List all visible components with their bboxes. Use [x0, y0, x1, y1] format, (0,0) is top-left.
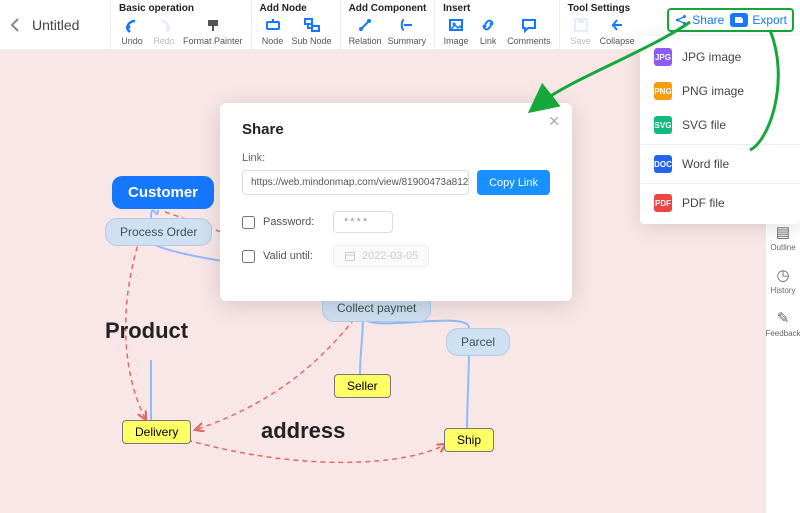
export-item-label: PNG image — [682, 84, 744, 98]
summary-button[interactable]: Summary — [386, 16, 429, 46]
toolbar-group: Add Component Relation Summary — [340, 0, 435, 49]
password-field[interactable]: **** — [333, 211, 393, 233]
export-item-label: SVG file — [682, 118, 726, 132]
rail-feedback[interactable]: ✎ Feedback — [765, 309, 800, 338]
node-seller[interactable]: Seller — [334, 374, 391, 398]
format-painter-icon — [204, 16, 222, 34]
export-label: Export — [752, 13, 787, 27]
password-checkbox[interactable] — [242, 216, 255, 229]
export-item[interactable]: JPG JPG image — [640, 40, 800, 74]
rail-outline[interactable]: ▤ Outline — [770, 223, 795, 252]
free-text[interactable]: address — [261, 418, 345, 444]
toolbar-group: Basic operation Undo Redo Format Painter — [110, 0, 251, 49]
subnode-button[interactable]: Sub Node — [290, 16, 334, 46]
export-item[interactable]: SVG SVG file — [640, 108, 800, 142]
toolbar-group-title: Add Component — [347, 3, 429, 14]
summary-icon — [398, 16, 416, 34]
rail-label: Feedback — [765, 329, 800, 338]
toolbar-group-title: Add Node — [258, 3, 334, 14]
format-painter-button[interactable]: Format Painter — [181, 16, 245, 46]
redo-button: Redo — [149, 16, 179, 46]
valid-until-checkbox[interactable] — [242, 250, 255, 263]
valid-until-field[interactable]: 2022-03-05 — [333, 245, 429, 267]
node-icon — [264, 16, 282, 34]
share-link-input[interactable]: https://web.mindonmap.com/view/81900473a… — [242, 170, 469, 195]
toolbar-item-label: Format Painter — [183, 36, 243, 46]
calendar-icon — [344, 250, 356, 262]
export-item[interactable]: DOC Word file — [640, 147, 800, 181]
document-title[interactable]: Untitled — [30, 0, 110, 49]
share-dialog: ✕ Share Link: https://web.mindonmap.com/… — [220, 103, 572, 301]
toolbar-item-label: Summary — [388, 36, 427, 46]
collapse-icon — [608, 16, 626, 34]
link-label: Link: — [242, 152, 550, 164]
top-right-actions: Share Export — [667, 8, 794, 32]
toolbar-group: Add Node Node Sub Node — [251, 0, 340, 49]
redo-icon — [155, 16, 173, 34]
export-item[interactable]: PNG PNG image — [640, 74, 800, 108]
save-button: Save — [566, 16, 596, 46]
node-delivery[interactable]: Delivery — [122, 420, 191, 444]
toolbar-group: Tool Settings Save Collapse — [559, 0, 643, 49]
toolbar-item-label: Undo — [121, 36, 143, 46]
file-type-icon: DOC — [654, 155, 672, 173]
link-icon — [479, 16, 497, 34]
toolbar-item-label: Save — [570, 36, 591, 46]
export-item-label: Word file — [682, 157, 729, 171]
toolbar-group-title: Tool Settings — [566, 3, 637, 14]
password-label: Password: — [263, 216, 325, 228]
file-type-icon: SVG — [654, 116, 672, 134]
undo-icon — [123, 16, 141, 34]
rail-label: Outline — [770, 243, 795, 252]
image-button[interactable]: Image — [441, 16, 471, 46]
toolbar-item-label: Redo — [153, 36, 175, 46]
rail-history[interactable]: ◷ History — [771, 266, 796, 295]
collapse-button[interactable]: Collapse — [598, 16, 637, 46]
export-item-label: PDF file — [682, 196, 725, 210]
relation-icon — [356, 16, 374, 34]
file-type-icon: PNG — [654, 82, 672, 100]
file-type-icon: JPG — [654, 48, 672, 66]
node-button[interactable]: Node — [258, 16, 288, 46]
undo-button[interactable]: Undo — [117, 16, 147, 46]
close-icon[interactable]: ✕ — [548, 113, 560, 130]
node-ship[interactable]: Ship — [444, 428, 494, 452]
share-label: Share — [692, 13, 724, 27]
outline-icon: ▤ — [776, 223, 790, 241]
toolbar-group: Insert Image Link Comments — [434, 0, 559, 49]
toolbar-group-title: Basic operation — [117, 3, 245, 14]
rail-label: History — [771, 286, 796, 295]
toolbar-item-label: Sub Node — [292, 36, 332, 46]
image-icon — [447, 16, 465, 34]
share-button[interactable]: Share — [674, 13, 724, 27]
export-item[interactable]: PDF PDF file — [640, 186, 800, 220]
save-icon — [572, 16, 590, 34]
toolbar-item-label: Relation — [349, 36, 382, 46]
toolbar-item-label: Comments — [507, 36, 551, 46]
history-icon: ◷ — [776, 266, 789, 284]
node-parcel[interactable]: Parcel — [446, 328, 510, 356]
file-type-icon: PDF — [654, 194, 672, 212]
toolbar-item-label: Node — [262, 36, 284, 46]
node-process[interactable]: Process Order — [105, 218, 212, 246]
comments-button[interactable]: Comments — [505, 16, 553, 46]
relation-button[interactable]: Relation — [347, 16, 384, 46]
share-dialog-title: Share — [242, 121, 550, 138]
node-customer[interactable]: Customer — [112, 176, 214, 209]
back-button[interactable] — [0, 0, 30, 49]
toolbar-item-label: Image — [444, 36, 469, 46]
feedback-icon: ✎ — [777, 309, 790, 327]
toolbar-item-label: Collapse — [600, 36, 635, 46]
export-menu: JPG JPG image PNG PNG image SVG SVG file DOC Wo… — [640, 36, 800, 224]
link-button[interactable]: Link — [473, 16, 503, 46]
export-button[interactable]: Export — [730, 13, 787, 27]
toolbar-item-label: Link — [480, 36, 497, 46]
subnode-icon — [303, 16, 321, 34]
toolbar-group-title: Insert — [441, 3, 553, 14]
copy-link-button[interactable]: Copy Link — [477, 170, 550, 195]
export-item-label: JPG image — [682, 50, 741, 64]
free-text[interactable]: Product — [105, 318, 188, 344]
valid-until-label: Valid until: — [263, 250, 325, 262]
comments-icon — [520, 16, 538, 34]
